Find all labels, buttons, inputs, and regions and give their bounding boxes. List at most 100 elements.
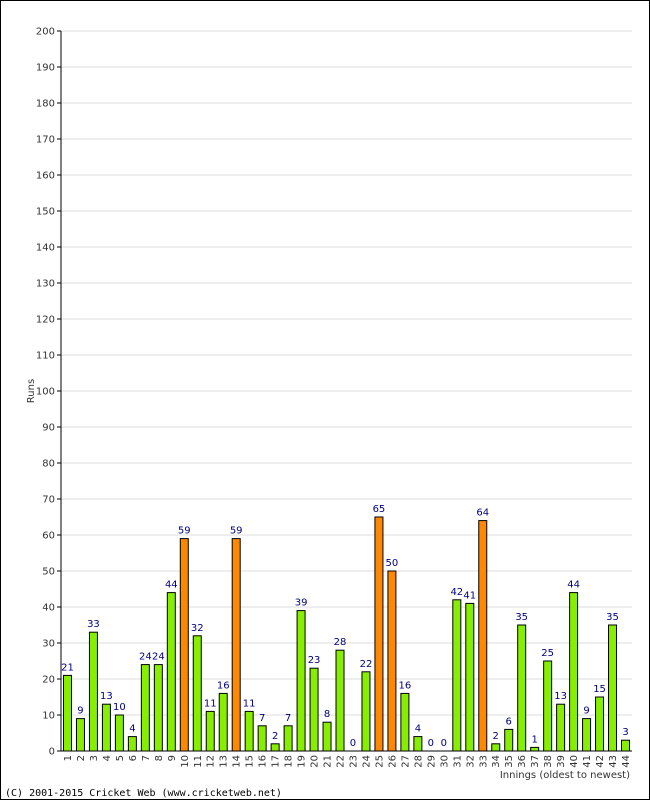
x-tick-label: 27 [400, 755, 411, 768]
bar [374, 516, 384, 752]
x-tick-label: 33 [478, 755, 489, 768]
data-label: 2 [493, 731, 499, 742]
y-tick-label: 40 [42, 603, 55, 614]
bar [231, 538, 241, 752]
data-label: 41 [463, 590, 476, 601]
x-tick-label: 25 [374, 755, 385, 768]
bar [478, 520, 488, 752]
x-tick-label: 36 [517, 755, 528, 768]
data-label: 6 [506, 716, 512, 727]
data-label: 13 [554, 691, 567, 702]
y-tick-label: 0 [49, 747, 55, 758]
data-label: 44 [165, 580, 178, 591]
x-tick-label: 29 [426, 755, 437, 768]
bar [621, 739, 631, 752]
x-tick-label: 10 [180, 755, 191, 768]
x-tick-label: 7 [141, 755, 152, 761]
x-tick-label: 39 [556, 755, 567, 768]
x-tick-label: 4 [102, 755, 113, 761]
data-label: 13 [100, 691, 113, 702]
data-label: 65 [373, 504, 386, 515]
x-tick-label: 15 [245, 755, 256, 768]
data-label: 39 [295, 598, 308, 609]
x-tick-label: 41 [582, 755, 593, 768]
x-tick-label: 21 [323, 755, 334, 768]
x-tick-label: 18 [284, 755, 295, 768]
data-label: 35 [606, 612, 619, 623]
x-tick-label: 19 [297, 755, 308, 768]
data-label: 42 [450, 587, 463, 598]
x-tick-label: 6 [128, 755, 139, 761]
y-tick-label: 120 [36, 315, 55, 326]
data-label: 4 [129, 724, 135, 735]
data-label: 10 [113, 702, 126, 713]
x-tick-label: 38 [543, 755, 554, 768]
data-label: 64 [476, 508, 489, 519]
data-label: 0 [350, 738, 356, 749]
data-label: 35 [515, 612, 528, 623]
x-axis-ticks: 1 2 3 4 5 6 7 8 9 10 11 12 13 14 15 16 17 18 19 20 21 22 23 24 2… [63, 755, 632, 768]
y-tick-label: 150 [36, 207, 55, 218]
data-label: 1 [531, 734, 537, 745]
bar [582, 718, 592, 752]
bar [127, 736, 137, 752]
data-label: 21 [61, 662, 74, 673]
bar [62, 674, 72, 752]
data-label: 3 [622, 727, 628, 738]
bar [465, 602, 475, 752]
bar [595, 696, 605, 752]
y-axis-ticks: 0 10 20 30 40 50 60 70 80 90 100 110 120 130 140 150 160… [36, 27, 61, 758]
x-tick-label: 17 [271, 755, 282, 768]
y-tick-label: 10 [42, 711, 55, 722]
data-label: 24 [139, 652, 152, 663]
bar [387, 570, 397, 752]
data-label: 16 [217, 680, 230, 691]
bar [205, 710, 215, 752]
x-tick-label: 1 [63, 755, 74, 761]
data-label: 33 [87, 619, 100, 630]
bar [283, 725, 293, 752]
x-tick-label: 24 [361, 755, 372, 768]
data-label: 24 [152, 652, 165, 663]
x-tick-label: 30 [439, 755, 450, 768]
data-label: 0 [441, 738, 447, 749]
x-tick-label: 42 [595, 755, 606, 768]
x-tick-label: 40 [569, 755, 580, 768]
y-tick-label: 110 [36, 351, 55, 362]
bar [140, 664, 150, 752]
bar [530, 746, 540, 752]
data-label: 16 [399, 680, 412, 691]
data-label: 32 [191, 623, 204, 634]
y-tick-label: 30 [42, 639, 55, 650]
data-label: 8 [324, 709, 330, 720]
data-label: 9 [583, 706, 589, 717]
bar [114, 714, 124, 752]
bar [244, 710, 254, 752]
bars [62, 516, 631, 752]
bar [192, 635, 202, 752]
x-tick-label: 5 [115, 755, 126, 761]
x-tick-label: 32 [465, 755, 476, 768]
bar [400, 692, 410, 752]
x-tick-label: 43 [608, 755, 619, 768]
y-tick-label: 70 [42, 495, 55, 506]
data-label: 2 [272, 731, 278, 742]
bar [75, 718, 85, 752]
bar [218, 692, 228, 752]
data-label: 9 [77, 706, 83, 717]
data-label: 50 [386, 558, 399, 569]
x-tick-label: 14 [232, 755, 243, 768]
x-tick-label: 28 [413, 755, 424, 768]
bar [413, 736, 423, 752]
y-tick-label: 50 [42, 567, 55, 578]
data-label: 11 [243, 698, 256, 709]
y-tick-label: 20 [42, 675, 55, 686]
data-label: 44 [567, 580, 580, 591]
y-tick-label: 200 [36, 27, 55, 38]
data-label: 7 [259, 713, 265, 724]
bar [556, 703, 566, 752]
x-tick-label: 26 [387, 755, 398, 768]
y-tick-label: 100 [36, 387, 55, 398]
